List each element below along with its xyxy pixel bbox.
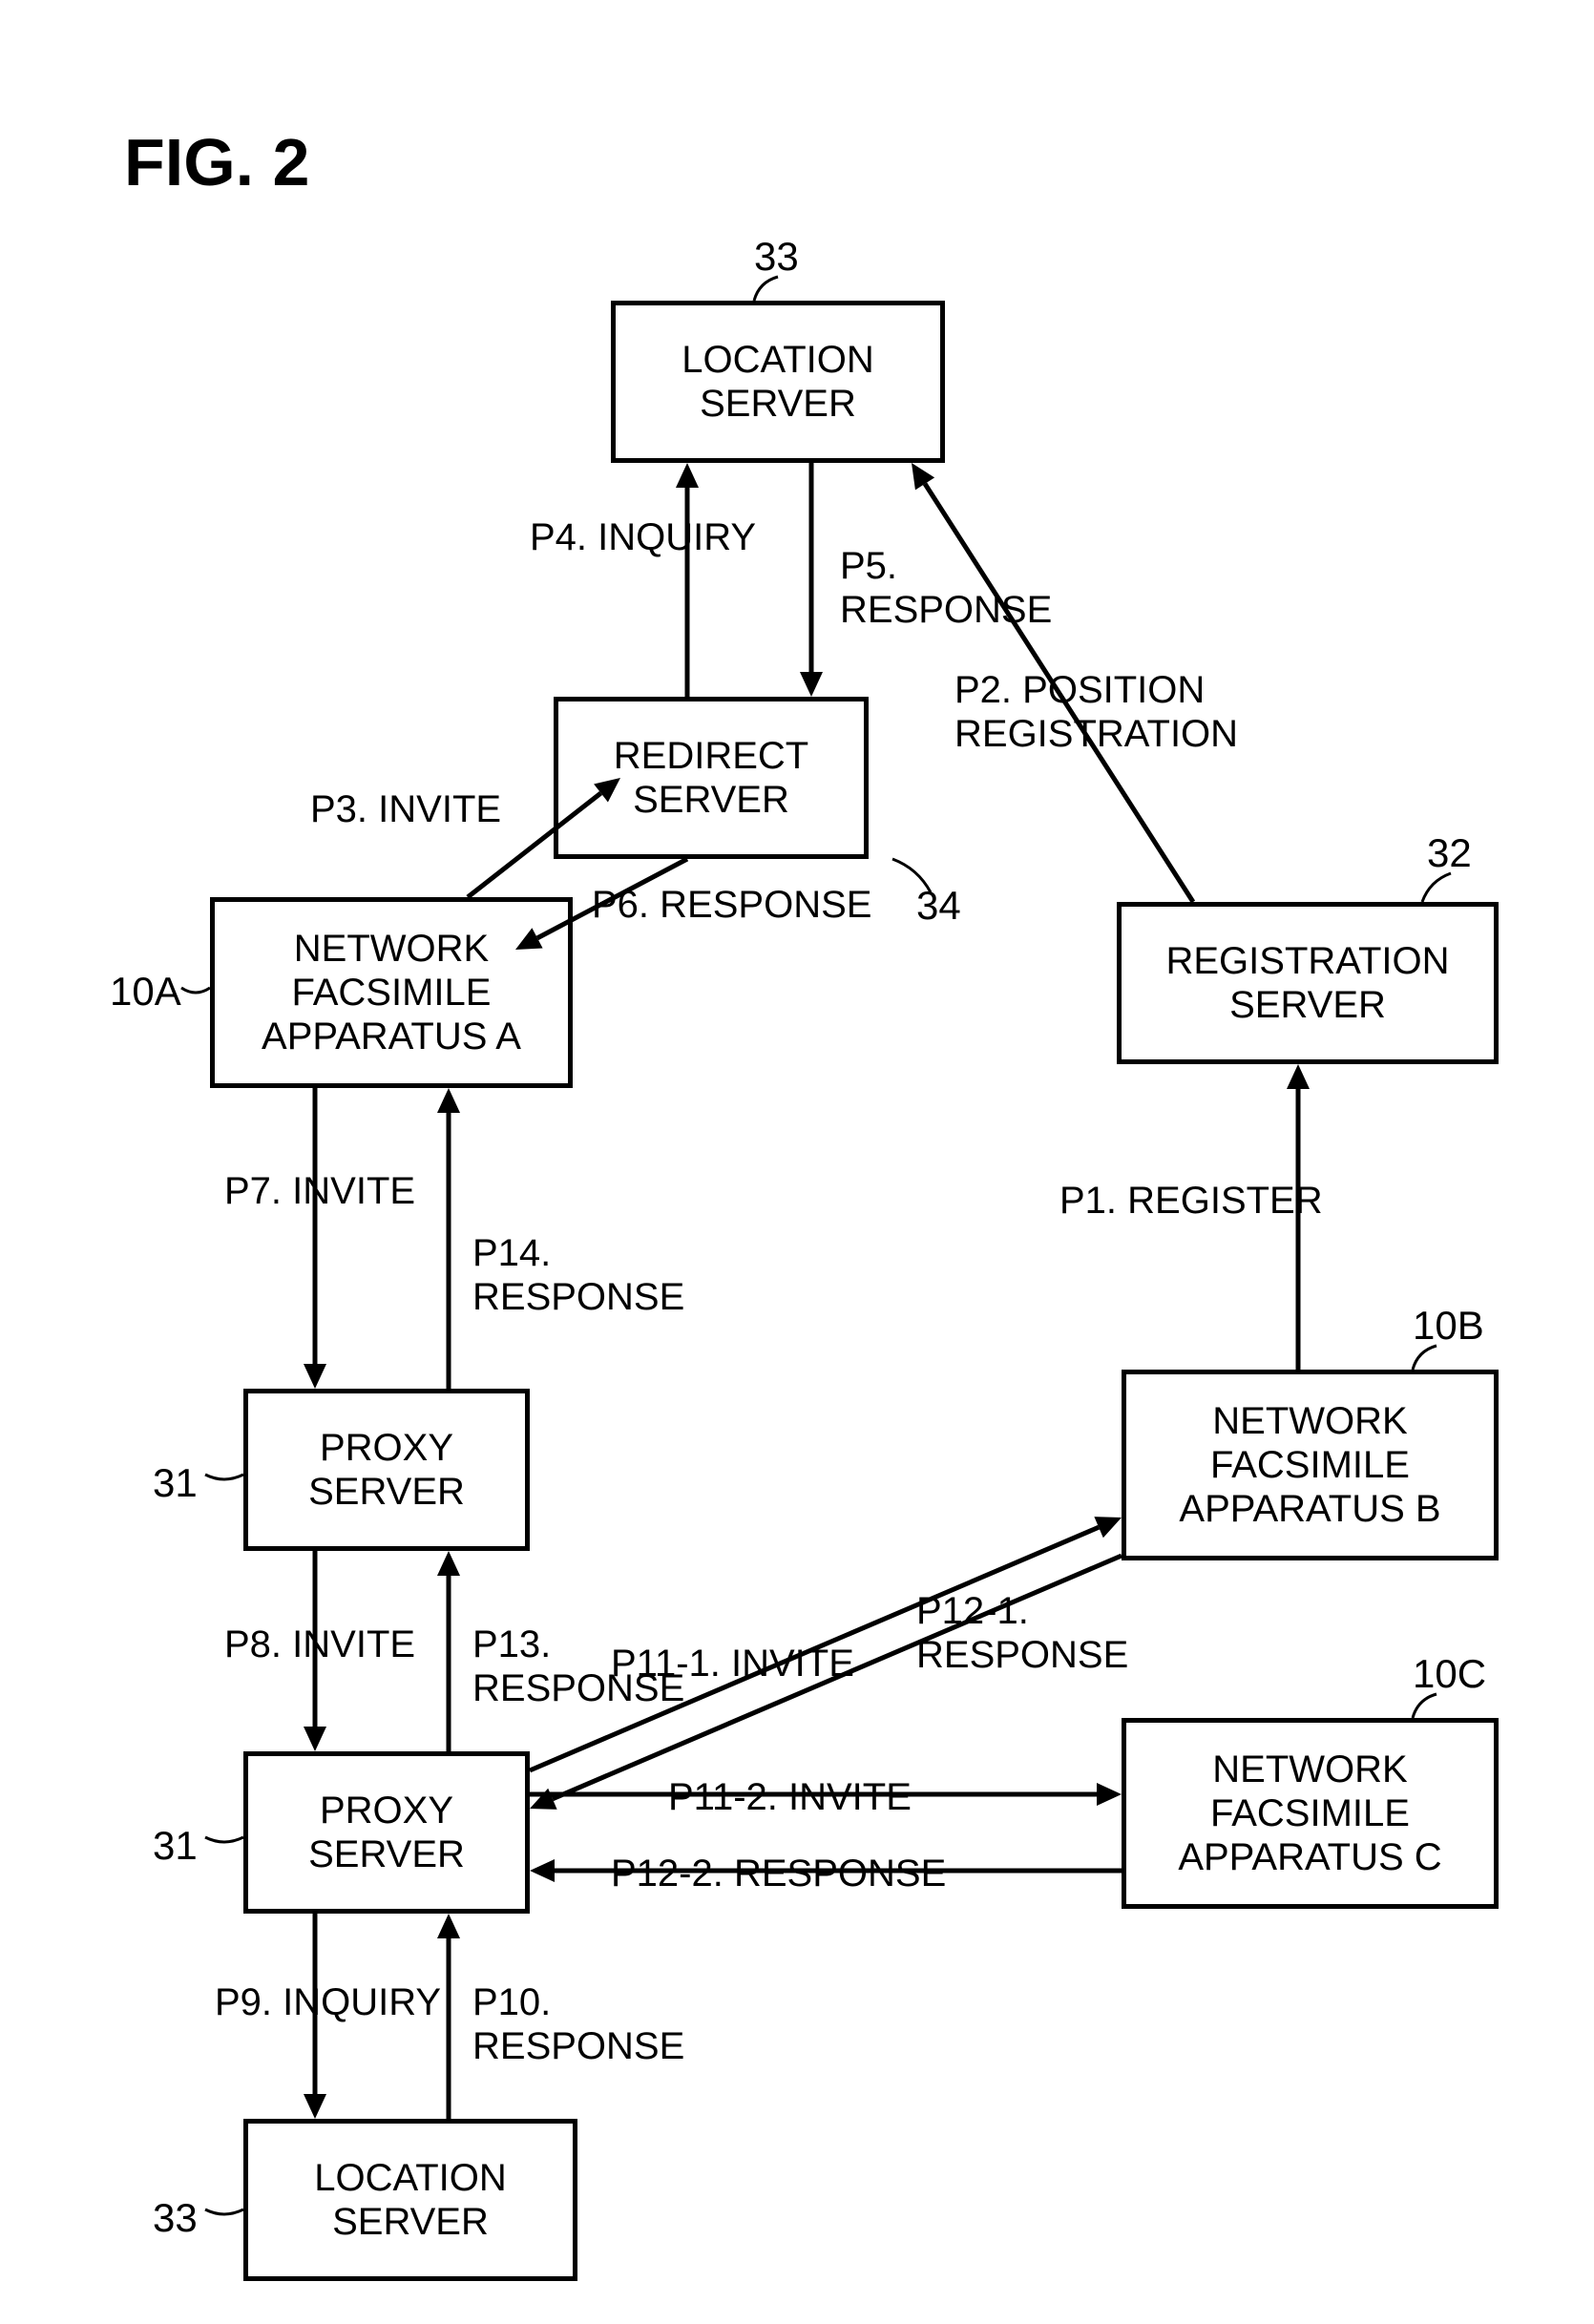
arrows-layer (0, 0, 1594, 2324)
